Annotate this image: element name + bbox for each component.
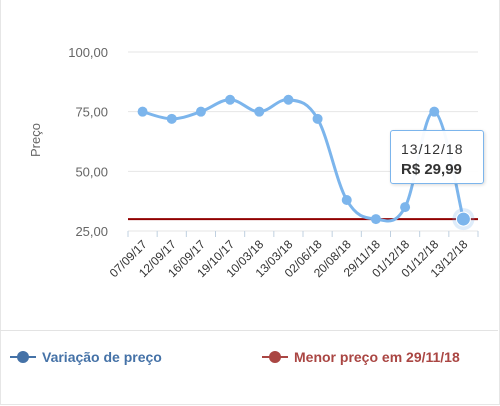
data-point[interactable] [254, 106, 265, 117]
y-axis-ticks: 25,00 50,00 75,00 100,00 [68, 45, 108, 239]
legend-series-marker [10, 351, 36, 363]
data-point[interactable] [166, 113, 177, 124]
data-point[interactable] [137, 106, 148, 117]
data-point[interactable] [195, 106, 206, 117]
series-points [137, 94, 475, 231]
tooltip-date: 13/12/18 [401, 141, 464, 157]
legend-reference-marker [262, 351, 288, 363]
y-tick-label: 50,00 [75, 164, 108, 179]
y-tick-label: 100,00 [68, 45, 108, 60]
legend-series-label: Variação de preço [42, 349, 162, 365]
price-history-chart: 25,00 50,00 75,00 100,00 Preço 07/09/1712/0… [28, 45, 479, 280]
chart-legend: Variação de preço Menor preço em 29/11/1… [0, 330, 498, 381]
data-point[interactable] [341, 194, 352, 205]
data-tooltip: 13/12/18 R$ 29,99 [390, 130, 484, 184]
data-point[interactable] [370, 214, 381, 225]
data-point[interactable] [312, 113, 323, 124]
data-point[interactable] [429, 106, 440, 117]
data-point[interactable] [283, 94, 294, 105]
legend-reference-label: Menor preço em 29/11/18 [294, 349, 460, 365]
y-tick-label: 25,00 [75, 224, 108, 239]
x-axis: 07/09/1712/09/1716/09/1719/10/1710/03/18… [107, 231, 479, 280]
data-point[interactable] [400, 202, 411, 213]
legend-item-series[interactable]: Variação de preço [10, 349, 162, 365]
tooltip-price: R$ 29,99 [401, 161, 462, 178]
legend-item-reference[interactable]: Menor preço em 29/11/18 [262, 349, 460, 365]
y-tick-label: 75,00 [75, 105, 108, 120]
data-point[interactable] [455, 211, 471, 227]
data-point[interactable] [225, 94, 236, 105]
y-axis-label: Preço [28, 123, 43, 157]
